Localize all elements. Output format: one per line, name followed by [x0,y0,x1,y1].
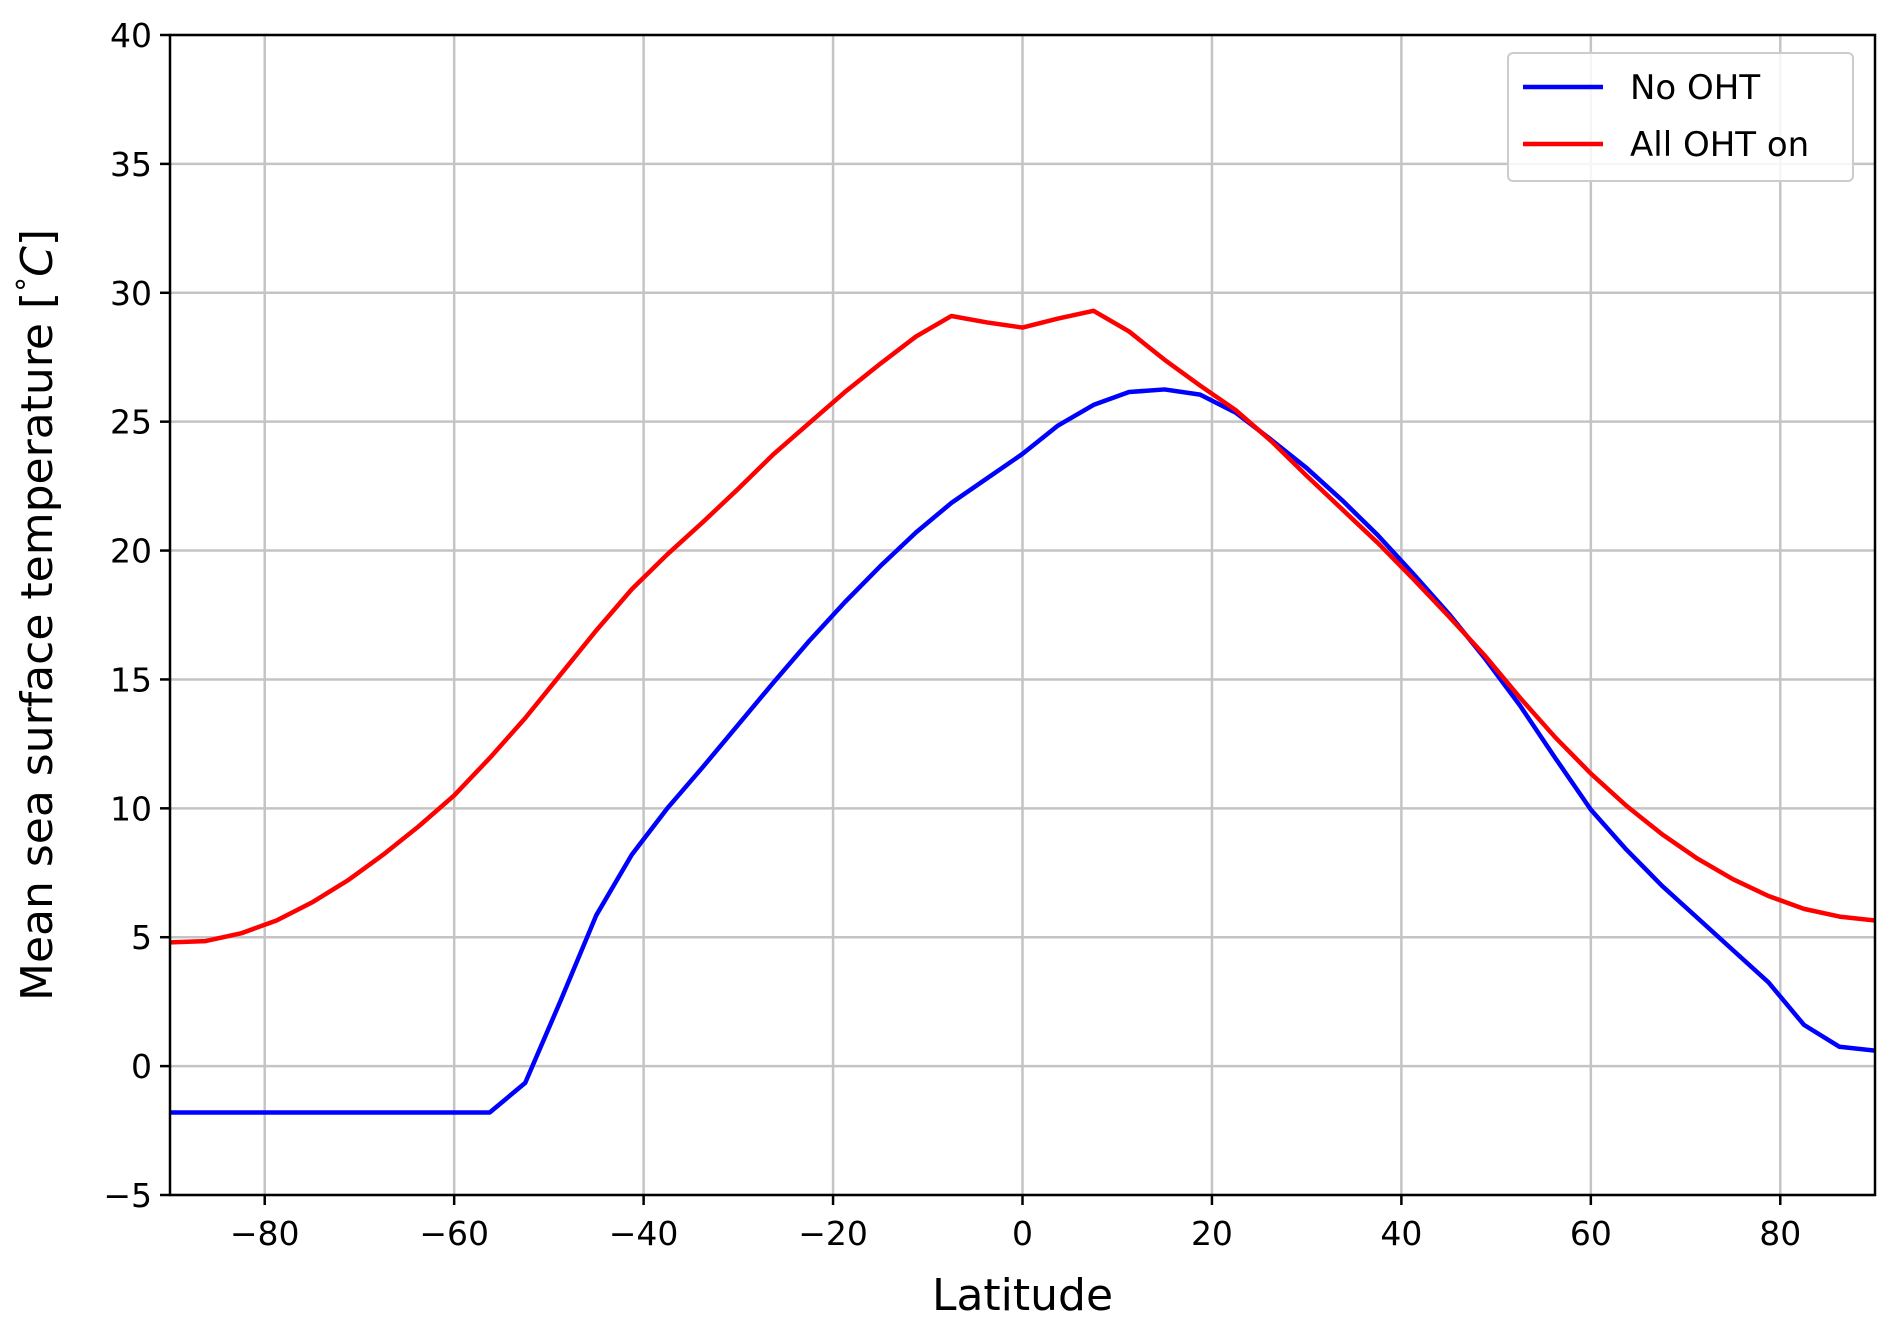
y-axis-label-unit: C [12,246,63,277]
legend-label: No OHT [1630,68,1760,108]
y-axis-label-main: Mean sea surface temperature [ [12,292,63,1001]
x-tick-label: 0 [1012,1214,1033,1253]
legend: No OHT All OHT on [1507,52,1854,182]
y-tick-label: 40 [110,16,152,55]
y-tick-label: 20 [110,532,152,571]
x-axis-label: Latitude [932,1270,1113,1321]
x-tick-label: −40 [609,1214,679,1253]
series-line-no-oht [170,387,1875,1115]
y-tick-label: 30 [110,274,152,313]
y-tick-label: 5 [131,918,152,957]
y-axis-label: Mean sea surface temperature [°C] [11,229,63,1001]
axis-ticks: −80 −60 −40 −20 0 20 40 60 80 −5 0 5 10 15 20 25 30 35 40 [103,16,1801,1253]
legend-label: All OHT on [1630,125,1809,165]
x-tick-label: −80 [230,1214,300,1253]
x-tick-label: −20 [798,1214,868,1253]
y-tick-label: 25 [110,403,152,442]
y-tick-label: 15 [110,660,152,699]
y-tick-label: −5 [103,1176,152,1215]
y-axis-label-degree: ° [11,277,46,292]
x-tick-label: 60 [1570,1214,1612,1253]
y-tick-label: 35 [110,145,152,184]
series-line-all-oht-on [170,308,1875,945]
x-tick-label: 20 [1191,1214,1233,1253]
x-tick-label: 40 [1380,1214,1422,1253]
x-tick-label: 80 [1759,1214,1801,1253]
y-axis-label-close: ] [12,229,63,246]
y-tick-label: 10 [110,789,152,828]
data-series [170,308,1875,1115]
y-tick-label: 0 [131,1047,152,1086]
x-tick-label: −60 [419,1214,489,1253]
